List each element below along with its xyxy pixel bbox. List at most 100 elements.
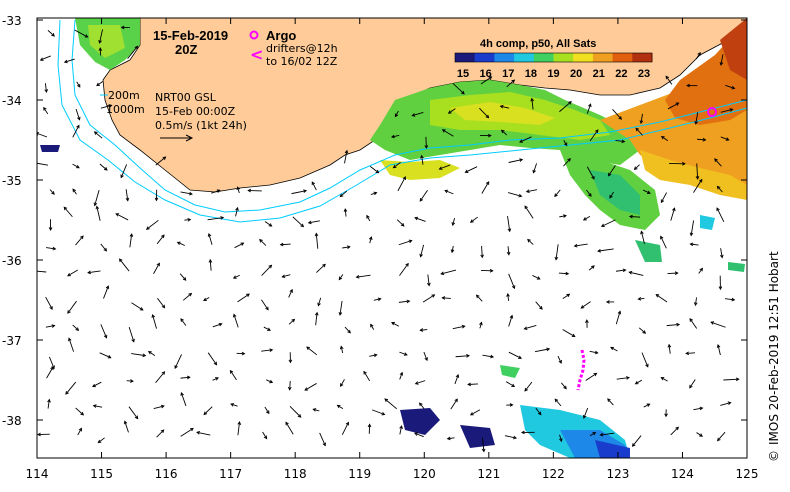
current-arrow bbox=[607, 165, 616, 177]
current-arrow bbox=[174, 354, 182, 370]
current-arrow bbox=[263, 326, 271, 331]
current-arrow bbox=[92, 404, 103, 408]
current-arrow bbox=[288, 352, 293, 364]
current-arrow bbox=[43, 106, 49, 115]
colorbar-tick-label: 22 bbox=[615, 68, 627, 80]
currents-source: NRT00 GSL bbox=[155, 91, 217, 104]
current-arrow bbox=[714, 158, 722, 167]
current-arrow bbox=[508, 158, 524, 163]
current-arrow bbox=[500, 129, 508, 136]
current-arrow bbox=[339, 190, 348, 198]
current-arrow bbox=[87, 270, 101, 275]
current-arrow bbox=[63, 206, 73, 218]
current-arrow bbox=[180, 375, 191, 380]
current-arrow bbox=[179, 273, 187, 281]
x-tick-label: 121 bbox=[477, 467, 500, 481]
current-arrow bbox=[481, 181, 490, 194]
colorbar-tick-label: 23 bbox=[638, 68, 650, 80]
current-arrow bbox=[319, 432, 326, 447]
current-arrow bbox=[557, 355, 562, 364]
colorbar-tick-label: 18 bbox=[525, 68, 537, 80]
current-arrow bbox=[314, 311, 319, 326]
current-arrow bbox=[184, 217, 192, 222]
current-arrow bbox=[440, 269, 457, 276]
colorbar-segment bbox=[612, 53, 633, 62]
current-arrow bbox=[519, 136, 532, 143]
current-arrow bbox=[585, 372, 598, 381]
current-arrow bbox=[441, 129, 454, 137]
current-arrow bbox=[128, 406, 139, 420]
current-arrow bbox=[562, 293, 571, 300]
current-arrow bbox=[450, 398, 458, 410]
current-arrow bbox=[288, 288, 293, 298]
colorbar-segment bbox=[592, 53, 614, 62]
current-arrow bbox=[720, 108, 734, 113]
current-arrow bbox=[527, 238, 534, 245]
current-arrow bbox=[68, 337, 74, 352]
drifter-legend-line2: to 16/02 12Z bbox=[266, 55, 338, 68]
current-arrow bbox=[75, 235, 84, 246]
current-arrow bbox=[423, 351, 428, 362]
current-arrow bbox=[530, 97, 534, 110]
current-arrow bbox=[72, 324, 80, 331]
current-arrow bbox=[67, 300, 77, 314]
current-arrow bbox=[689, 220, 695, 237]
contour-1000-label: 1000m bbox=[106, 103, 145, 116]
current-arrow bbox=[97, 437, 105, 444]
current-arrow bbox=[236, 186, 241, 194]
current-arrow bbox=[289, 406, 302, 418]
current-arrow bbox=[103, 285, 110, 299]
current-arrow bbox=[665, 75, 673, 85]
current-arrow bbox=[287, 381, 292, 391]
current-arrow bbox=[454, 373, 460, 385]
current-arrow bbox=[451, 217, 456, 226]
current-arrow bbox=[628, 270, 644, 276]
current-arrow bbox=[609, 191, 615, 199]
current-arrow bbox=[419, 402, 425, 409]
current-arrow bbox=[535, 407, 542, 416]
current-arrow bbox=[660, 135, 669, 142]
current-arrow bbox=[643, 403, 651, 408]
current-arrow bbox=[554, 244, 559, 261]
current-arrow bbox=[232, 274, 240, 279]
current-arrow bbox=[312, 408, 320, 412]
current-arrow bbox=[46, 366, 54, 379]
current-arrow bbox=[414, 380, 426, 385]
current-arrow bbox=[236, 351, 246, 356]
current-arrow bbox=[694, 112, 699, 125]
x-tick-label: 124 bbox=[671, 467, 694, 481]
current-arrow bbox=[563, 140, 568, 147]
current-arrow bbox=[641, 352, 649, 368]
current-arrow bbox=[355, 274, 371, 279]
current-arrow bbox=[235, 206, 239, 217]
colorbar-segment bbox=[514, 53, 535, 62]
current-arrow bbox=[586, 103, 592, 114]
current-arrow bbox=[212, 322, 223, 328]
current-arrow bbox=[427, 274, 431, 287]
current-arrow bbox=[44, 83, 49, 93]
title-date: 15-Feb-2019 bbox=[153, 28, 228, 43]
current-arrow bbox=[607, 398, 614, 406]
current-arrow bbox=[338, 301, 343, 316]
current-arrow bbox=[664, 409, 668, 418]
current-arrow bbox=[689, 242, 699, 247]
current-arrow bbox=[342, 245, 351, 249]
x-tick-label: 116 bbox=[155, 467, 178, 481]
current-arrow bbox=[92, 381, 102, 388]
current-arrow bbox=[127, 45, 139, 59]
current-arrow bbox=[285, 421, 294, 435]
current-arrow bbox=[634, 379, 643, 385]
current-arrow bbox=[585, 319, 589, 328]
copyright-symbol: © bbox=[767, 450, 781, 462]
current-arrow bbox=[98, 47, 103, 56]
x-tick-label: 123 bbox=[606, 467, 629, 481]
current-arrow bbox=[45, 324, 56, 328]
current-arrow bbox=[559, 101, 572, 113]
current-arrow bbox=[264, 221, 273, 227]
current-arrow bbox=[667, 271, 679, 275]
currents-scale-arrowhead bbox=[185, 134, 194, 142]
current-arrow bbox=[72, 188, 77, 195]
current-arrow bbox=[391, 322, 400, 327]
current-arrow bbox=[507, 215, 512, 233]
current-arrow bbox=[710, 321, 726, 328]
